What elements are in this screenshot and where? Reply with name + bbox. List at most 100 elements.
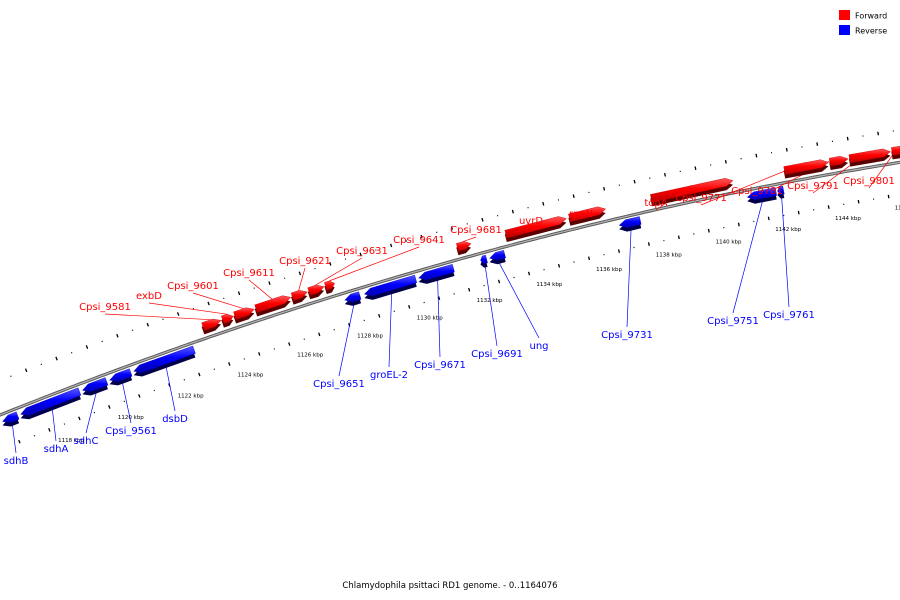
track-upper-dot — [785, 147, 788, 152]
gene-label: groEL-2 — [370, 370, 408, 381]
gene-cpsi_9561[interactable] — [109, 368, 133, 386]
gene-cpsi_9601[interactable] — [233, 307, 255, 324]
gene-cpsi_9641[interactable] — [324, 280, 335, 295]
gene-arrow — [307, 284, 325, 296]
gene-label: Cpsi_9641 — [393, 235, 445, 246]
gene-label: Cpsi_9791 — [787, 181, 839, 192]
gene-ung[interactable] — [489, 250, 506, 265]
leader-line — [248, 279, 273, 300]
gene-arrow — [828, 155, 849, 167]
gene-label: dsbD — [162, 414, 188, 425]
gene-cpsi_9781[interactable] — [828, 155, 849, 170]
gene-groel-2[interactable] — [364, 274, 418, 300]
gene-cpsi_9761[interactable] — [777, 185, 785, 199]
gene-arrow — [568, 206, 607, 222]
legend: Forward Reverse — [839, 10, 887, 36]
gene-uvrd[interactable] — [504, 216, 567, 243]
gene-arrow — [456, 241, 472, 252]
gene-label: Cpsi_9691 — [471, 349, 523, 360]
gene-rpon[interactable] — [568, 206, 607, 226]
track-upper-dot — [298, 271, 302, 276]
track-lower-dot — [827, 205, 830, 209]
track-upper-dot — [755, 153, 758, 158]
leader-line — [315, 257, 363, 286]
gene-arrows — [2, 145, 900, 427]
track-upper-dot — [24, 368, 28, 373]
gene-arrow — [504, 216, 567, 239]
track-upper-dot — [724, 159, 727, 164]
track-upper-dot — [85, 345, 89, 349]
gene-cpsi_9791[interactable] — [848, 148, 891, 167]
leader-line — [462, 236, 477, 242]
gene-cpsi_9581[interactable] — [201, 318, 222, 335]
gene-label: sdhB — [4, 456, 29, 467]
gene-label: uvrD — [519, 216, 543, 227]
track-upper-dot — [237, 291, 241, 296]
gene-cpsi_9671[interactable] — [418, 264, 455, 284]
gene-cpsi_9631[interactable] — [307, 284, 325, 300]
track-upper-dot — [694, 166, 697, 171]
gene-cpsi_9771[interactable] — [783, 159, 829, 179]
tick-label: 1128 kbp — [357, 333, 383, 339]
gene-arrow — [783, 159, 829, 175]
gene-cpsi_9731[interactable] — [618, 216, 642, 232]
gene-label: Cpsi_9801 — [843, 176, 895, 187]
gene-label: Cpsi_9611 — [223, 268, 275, 279]
gene-arrow — [290, 290, 308, 301]
genome-caption: Chlamydophila psittaci RD1 genome. - 0..… — [342, 581, 557, 591]
gene-sdhb[interactable] — [2, 411, 20, 427]
leader-line — [388, 291, 393, 368]
track-lower-dot — [228, 362, 231, 366]
track-lower-dot — [378, 313, 381, 318]
gene-cpsi_9621[interactable] — [290, 290, 308, 305]
gene-label: Cpsi_9601 — [167, 281, 219, 292]
gene-arrow — [201, 318, 222, 331]
gene-arrow — [344, 291, 362, 303]
track-lower-dot — [677, 235, 680, 240]
leader-line — [298, 267, 306, 291]
gene-cpsi_9751[interactable] — [746, 187, 777, 204]
gene-cpsi_9801[interactable] — [891, 145, 900, 160]
gene-arrow — [891, 145, 900, 156]
tick-label: 1140 kbp — [716, 240, 742, 246]
track-lower-dot — [138, 394, 141, 398]
track-upper-dot — [116, 333, 119, 338]
gene-label: Cpsi_9731 — [601, 330, 653, 341]
leader-line — [85, 391, 97, 434]
track-lower-dot — [587, 256, 591, 261]
gene-arrow — [20, 387, 82, 416]
gene-label: Cpsi_9761 — [763, 310, 815, 321]
gene-sdhc[interactable] — [82, 377, 109, 396]
gene-arrow — [109, 368, 133, 382]
track-upper-dot — [420, 234, 423, 239]
gene-label: Cpsi_9581 — [79, 302, 131, 313]
track-lower-dot — [318, 332, 321, 337]
gene-cpsi_9651[interactable] — [344, 291, 362, 306]
gene-arrow — [480, 254, 488, 265]
leader-line — [11, 423, 17, 454]
track-upper-dot — [542, 201, 545, 206]
gene-topa[interactable] — [650, 178, 734, 207]
gene-cpsi_9681[interactable] — [456, 241, 472, 256]
track-lower-dot — [797, 210, 800, 215]
gene-arrow — [777, 185, 785, 195]
gene-sdha[interactable] — [20, 387, 82, 420]
gene-cpsi_9691[interactable] — [480, 254, 488, 268]
leader-line — [328, 246, 420, 282]
track-upper-dot — [101, 340, 103, 343]
gene-arrow — [233, 307, 255, 320]
gene-cpsi_9611[interactable] — [254, 295, 292, 317]
track-lower-dot — [258, 352, 261, 356]
dotted-guide-tracks — [10, 130, 894, 444]
track-upper-dot — [389, 243, 393, 248]
leader-line — [732, 199, 764, 314]
track-upper-dot — [55, 356, 58, 361]
track-upper-dot — [268, 281, 271, 286]
track-upper-dot — [663, 172, 667, 177]
track-lower-dot — [767, 216, 770, 221]
tick-label: 1142 kbp — [775, 227, 801, 233]
gene-arrow — [254, 295, 292, 313]
gene-exbd[interactable] — [221, 313, 234, 328]
gene-dsbd[interactable] — [133, 345, 196, 377]
